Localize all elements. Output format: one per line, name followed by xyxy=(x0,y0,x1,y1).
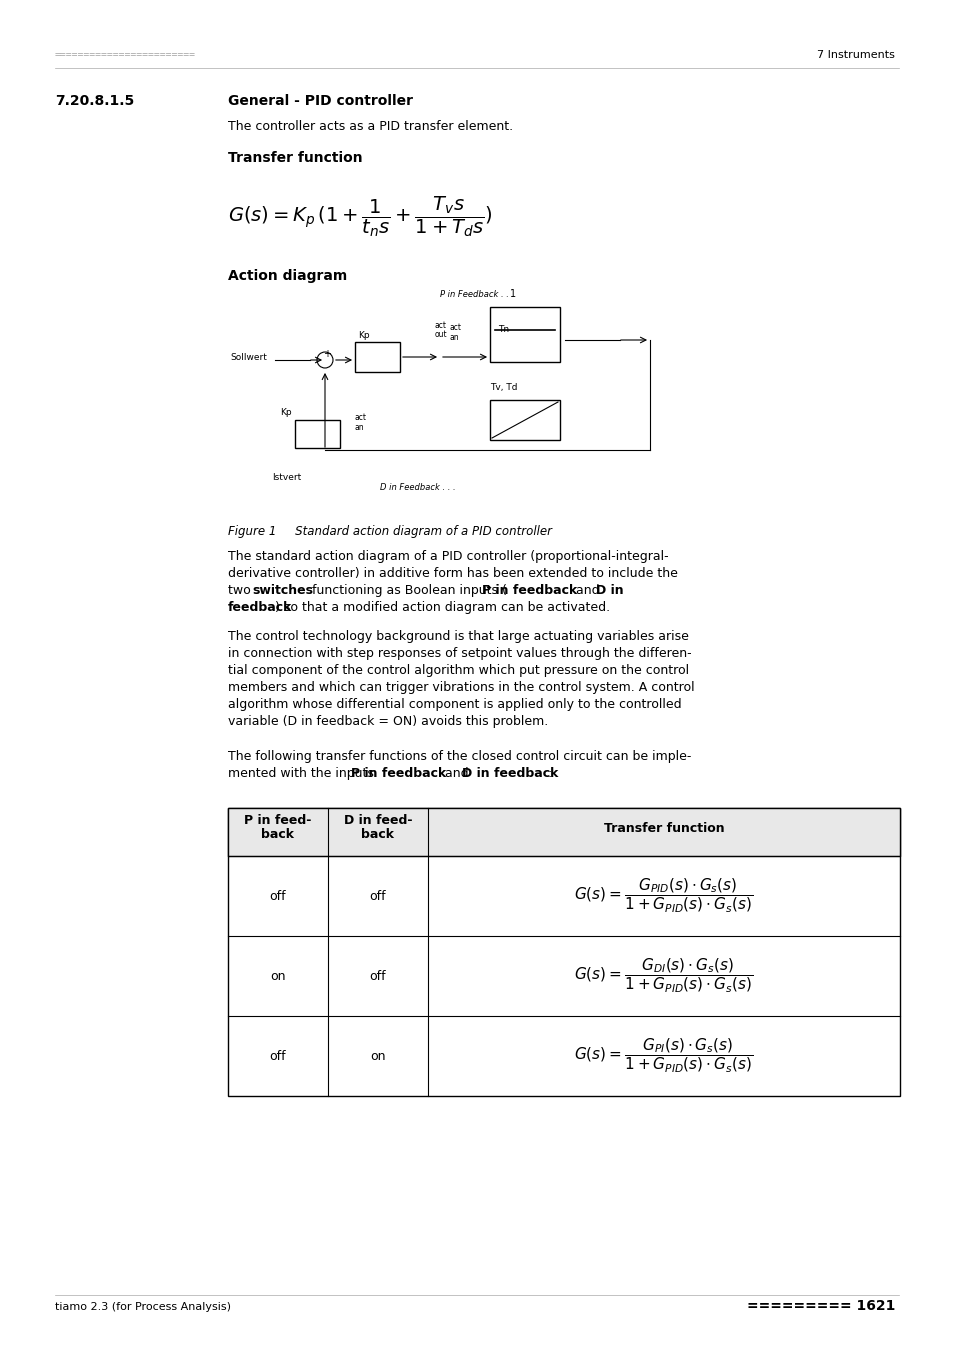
Text: $G(s) = \dfrac{G_{PID}(s) \cdot G_s(s)}{1 + G_{PID}(s) \cdot G_s(s)}$: $G(s) = \dfrac{G_{PID}(s) \cdot G_s(s)}{… xyxy=(574,876,753,915)
Text: D in: D in xyxy=(596,585,623,597)
Text: Figure 1     Standard action diagram of a PID controller: Figure 1 Standard action diagram of a PI… xyxy=(228,525,552,539)
Text: on: on xyxy=(370,1050,385,1062)
Text: Action diagram: Action diagram xyxy=(228,269,347,284)
Bar xyxy=(355,342,399,373)
Text: $G(s) = K_p\,(1 + \dfrac{1}{t_n s} + \dfrac{T_v s}{1 + T_d s})$: $G(s) = K_p\,(1 + \dfrac{1}{t_n s} + \df… xyxy=(228,194,493,239)
Text: ========================: ======================== xyxy=(55,50,195,59)
Text: D in feedback: D in feedback xyxy=(461,767,558,780)
Circle shape xyxy=(316,352,333,369)
Text: 7 Instruments: 7 Instruments xyxy=(817,50,894,59)
Bar xyxy=(228,809,899,856)
Text: switches: switches xyxy=(252,585,313,597)
Text: in connection with step responses of setpoint values through the differen-: in connection with step responses of set… xyxy=(228,647,691,660)
Text: Kp: Kp xyxy=(280,408,292,417)
Text: and: and xyxy=(572,585,603,597)
Text: tiamo 2.3 (for Process Analysis): tiamo 2.3 (for Process Analysis) xyxy=(55,1301,231,1312)
Text: tial component of the control algorithm which put pressure on the control: tial component of the control algorithm … xyxy=(228,664,688,676)
Text: on: on xyxy=(270,971,286,983)
Text: Kp: Kp xyxy=(357,331,369,340)
Text: off: off xyxy=(270,1050,286,1062)
Text: ) so that a modified action diagram can be activated.: ) so that a modified action diagram can … xyxy=(274,601,610,614)
Text: Tv, Td: Tv, Td xyxy=(490,383,517,392)
Text: and: and xyxy=(440,767,472,780)
Text: +: + xyxy=(323,350,331,359)
Text: P in Feedback . . .: P in Feedback . . . xyxy=(439,290,514,298)
Text: off: off xyxy=(270,890,286,903)
Bar xyxy=(228,809,899,1096)
Text: out: out xyxy=(435,329,447,339)
Text: variable (D in feedback = ON) avoids this problem.: variable (D in feedback = ON) avoids thi… xyxy=(228,716,548,728)
Text: 1: 1 xyxy=(510,289,516,298)
Text: back: back xyxy=(361,828,395,841)
Text: $G(s) = \dfrac{G_{DI}(s) \cdot G_s(s)}{1 + G_{PID}(s) \cdot G_s(s)}$: $G(s) = \dfrac{G_{DI}(s) \cdot G_s(s)}{1… xyxy=(574,957,753,995)
Text: P in feedback: P in feedback xyxy=(481,585,577,597)
Text: D in feed-: D in feed- xyxy=(343,814,412,828)
Bar xyxy=(490,306,559,362)
Text: act: act xyxy=(355,413,367,423)
Text: The standard action diagram of a PID controller (proportional-integral-: The standard action diagram of a PID con… xyxy=(228,549,668,563)
Bar xyxy=(294,420,339,448)
Text: The controller acts as a PID transfer element.: The controller acts as a PID transfer el… xyxy=(228,120,513,134)
Text: The following transfer functions of the closed control circuit can be imple-: The following transfer functions of the … xyxy=(228,751,691,763)
Text: mented with the inputs: mented with the inputs xyxy=(228,767,377,780)
Text: back: back xyxy=(261,828,294,841)
Text: act: act xyxy=(450,323,461,332)
Text: members and which can trigger vibrations in the control system. A control: members and which can trigger vibrations… xyxy=(228,680,694,694)
Text: an: an xyxy=(355,423,364,432)
Text: act: act xyxy=(435,321,447,329)
Text: Transfer function: Transfer function xyxy=(603,822,723,836)
Text: ========= 1621: ========= 1621 xyxy=(746,1299,894,1314)
Text: The control technology background is that large actuating variables arise: The control technology background is tha… xyxy=(228,630,688,643)
Bar xyxy=(490,400,559,440)
Text: Istvert: Istvert xyxy=(272,472,301,482)
Text: :: : xyxy=(547,767,552,780)
Text: $G(s) = \dfrac{G_{PI}(s) \cdot G_s(s)}{1 + G_{PID}(s) \cdot G_s(s)}$: $G(s) = \dfrac{G_{PI}(s) \cdot G_s(s)}{1… xyxy=(574,1037,753,1075)
Text: General - PID controller: General - PID controller xyxy=(228,95,413,108)
Text: off: off xyxy=(370,890,386,903)
Text: D in Feedback . . .: D in Feedback . . . xyxy=(379,483,456,491)
Text: 7.20.8.1.5: 7.20.8.1.5 xyxy=(55,95,134,108)
Text: an: an xyxy=(450,333,459,342)
Text: Transfer function: Transfer function xyxy=(228,151,362,165)
Text: Tn: Tn xyxy=(497,325,509,333)
Text: P in feedback: P in feedback xyxy=(351,767,446,780)
Text: feedback: feedback xyxy=(228,601,292,614)
Text: two: two xyxy=(228,585,254,597)
Text: functioning as Boolean inputs (: functioning as Boolean inputs ( xyxy=(308,585,506,597)
Text: Sollwert: Sollwert xyxy=(230,352,267,362)
Text: derivative controller) in additive form has been extended to include the: derivative controller) in additive form … xyxy=(228,567,678,580)
Text: algorithm whose differential component is applied only to the controlled: algorithm whose differential component i… xyxy=(228,698,680,711)
Text: off: off xyxy=(370,971,386,983)
Text: P in feed-: P in feed- xyxy=(244,814,312,828)
